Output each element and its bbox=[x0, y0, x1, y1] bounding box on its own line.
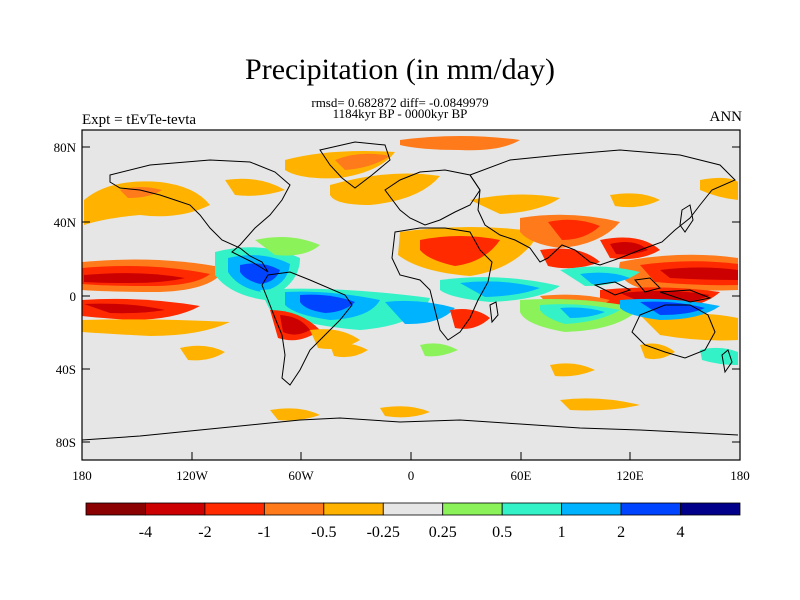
lon-tick-label: 60W bbox=[288, 468, 314, 483]
colorbar-label: -4 bbox=[139, 524, 152, 541]
lon-axis: 180 120W 60W 0 60E 120E 180 bbox=[72, 452, 750, 483]
lat-tick-label: 0 bbox=[70, 289, 77, 304]
period-subtitle: 1184kyr BP - 0000kyr BP bbox=[332, 106, 468, 121]
experiment-label: Expt = tEvTe-tevta bbox=[82, 112, 197, 128]
lon-tick-label: 180 bbox=[730, 468, 750, 483]
season-label: ANN bbox=[709, 109, 743, 125]
colorbar-swatch bbox=[680, 502, 741, 516]
colorbar-label: 0.5 bbox=[492, 524, 512, 541]
colorbar-label: -2 bbox=[198, 524, 211, 541]
lon-tick-label: 120W bbox=[176, 468, 209, 483]
colorbar-swatch bbox=[145, 502, 206, 516]
colorbar-label: 0.25 bbox=[429, 524, 457, 541]
stats-subtitle: rmsd= 0.682872 diff= -0.0849979 bbox=[311, 95, 489, 110]
colorbar-swatch bbox=[501, 502, 563, 516]
colorbar-swatch bbox=[382, 502, 444, 516]
colorbar-label: -0.25 bbox=[367, 524, 400, 541]
lon-tick-label: 180 bbox=[72, 468, 92, 483]
colorbar-swatch bbox=[263, 502, 325, 516]
lat-tick-label: 40S bbox=[56, 362, 76, 377]
colorbar-swatch bbox=[620, 502, 681, 516]
lat-tick-label: 80S bbox=[56, 435, 76, 450]
colorbar-swatch bbox=[442, 502, 503, 516]
colorbar-swatch bbox=[323, 502, 384, 516]
anomaly-field bbox=[82, 136, 738, 421]
colorbar-label: 2 bbox=[617, 524, 625, 541]
colorbar-label: 1 bbox=[558, 524, 566, 541]
colorbar-swatch bbox=[85, 502, 146, 516]
lon-tick-label: 0 bbox=[408, 468, 415, 483]
colorbar-label: -0.5 bbox=[311, 524, 336, 541]
colorbar: -4 -2 -1 -0.5 -0.25 0.25 0.5 1 2 4 bbox=[85, 502, 741, 541]
colorbar-label: -1 bbox=[258, 524, 271, 541]
lon-tick-label: 60E bbox=[511, 468, 532, 483]
colorbar-swatch bbox=[204, 502, 265, 516]
coastlines bbox=[81, 141, 739, 441]
colorbar-swatch bbox=[561, 502, 622, 516]
lat-tick-label: 40N bbox=[54, 215, 77, 230]
colorbar-label: 4 bbox=[677, 524, 685, 541]
map-title: Precipitation (in mm/day) bbox=[245, 53, 555, 86]
lon-tick-label: 120E bbox=[616, 468, 644, 483]
lat-tick-label: 80N bbox=[54, 140, 77, 155]
lat-axis: 80N 40N 0 40S 80S bbox=[54, 140, 740, 450]
